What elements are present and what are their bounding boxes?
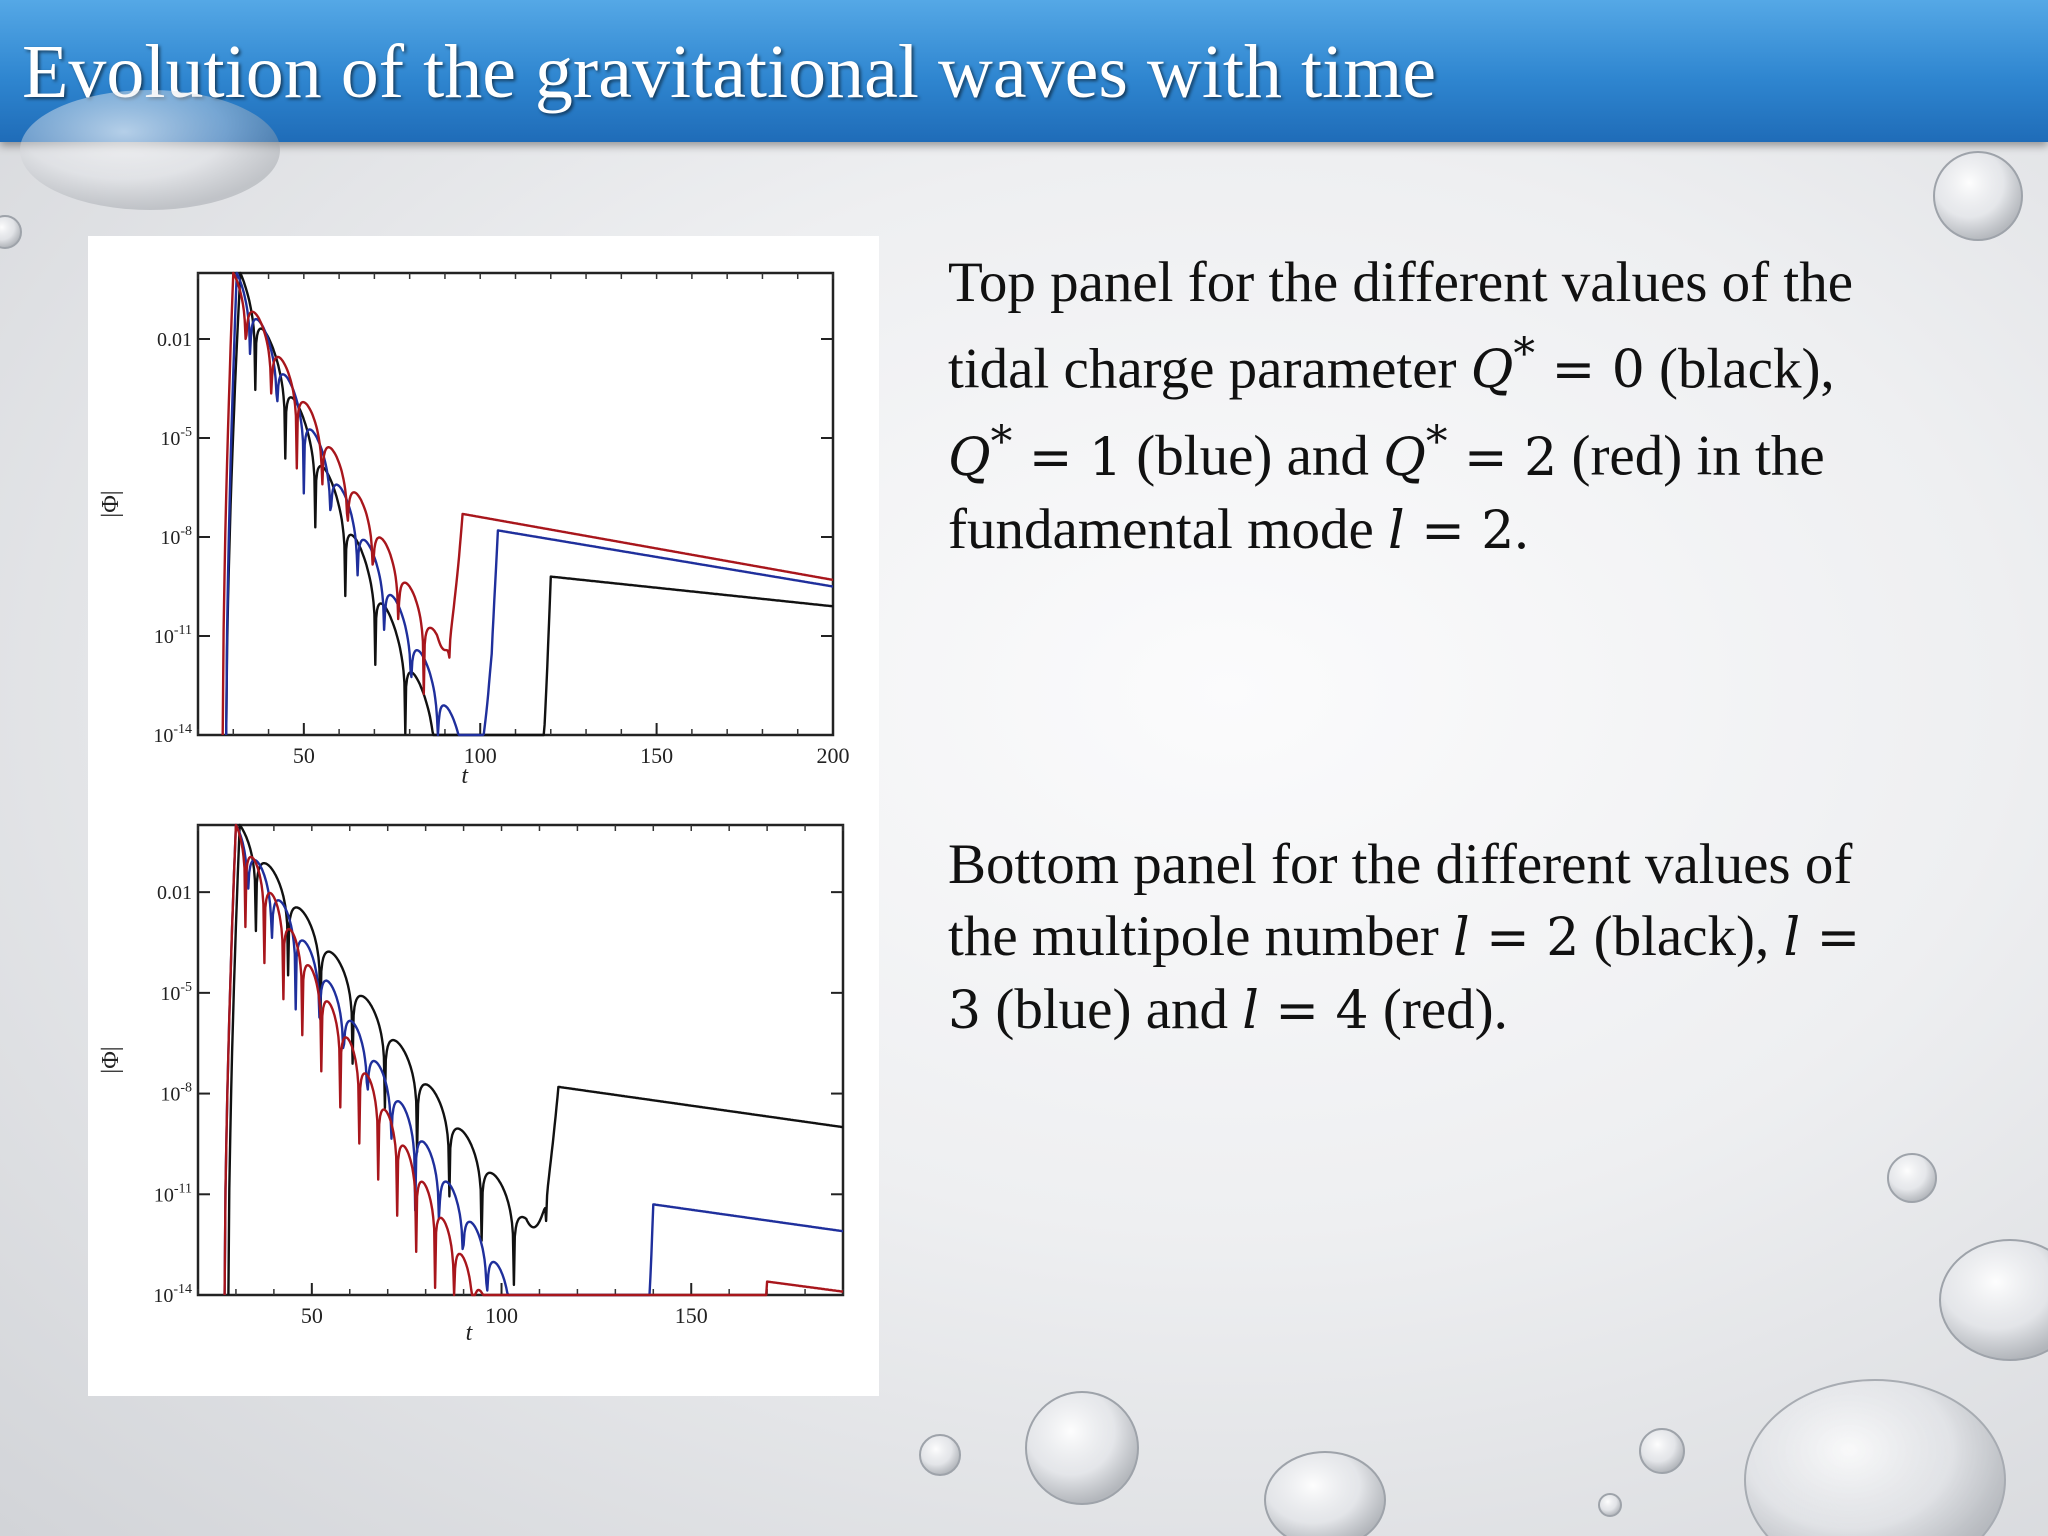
plot-frame: [196, 271, 835, 737]
math-q1: Q* = 1: [948, 417, 1123, 488]
desc-top-line1: Top panel for the different values of th…: [948, 251, 1854, 314]
water-drop: [1939, 1239, 2048, 1361]
x-tick-label: 150: [675, 1303, 708, 1328]
x-tick-label: 100: [464, 743, 497, 768]
water-drop: [1264, 1451, 1386, 1536]
x-tick-label: 150: [640, 743, 673, 768]
figure-svg: 50 100 150 200 0.01 10-5 10-8 10-11 10-14 t |Φ| 50 1…: [98, 271, 850, 1346]
water-drop: [919, 1434, 961, 1476]
math-3: 3: [948, 981, 982, 1041]
x-axis-label: t: [466, 1320, 474, 1346]
water-drop: [1887, 1153, 1937, 1203]
plot-frame: [196, 823, 845, 1297]
math-l-eq-4: l = 4: [1242, 981, 1369, 1041]
water-drop: [1744, 1379, 2006, 1536]
y-tick-label: 10-5: [160, 425, 192, 450]
series-line-red: [221, 271, 834, 736]
desc-bottom-line2: the multipole number: [948, 905, 1453, 968]
desc-top-line4: fundamental mode: [948, 497, 1389, 561]
water-drop: [20, 90, 280, 210]
desc-bottom-line1: Bottom panel for the different values of: [948, 833, 1853, 896]
y-tick-label: 10-14: [153, 1282, 192, 1307]
y-tick-label: 10-14: [153, 722, 192, 747]
series-line-blue: [225, 271, 834, 737]
y-tick-label: 10-11: [154, 623, 192, 648]
chart-panel-top: 50 100 150 200 0.01 10-5 10-8 10-11 10-14 t |Φ|: [98, 271, 850, 789]
y-tick-label: 10-8: [160, 524, 192, 549]
series-line-blue: [223, 823, 844, 1297]
water-drop: [1598, 1493, 1622, 1517]
x-tick-label: 50: [293, 743, 315, 768]
math-l-eq-2: l = 2: [1452, 908, 1580, 968]
series-line-black: [225, 271, 834, 737]
x-tick-label: 100: [485, 1303, 518, 1328]
y-tick-label: 10-5: [160, 980, 192, 1005]
y-tick-label: 10-8: [160, 1081, 192, 1106]
bottom-panel-description: Bottom panel for the different values of…: [948, 833, 1861, 1041]
water-drop: [1639, 1428, 1685, 1474]
x-axis-label: t: [461, 763, 469, 789]
x-tick-label: 50: [301, 1303, 323, 1328]
title-bar: Evolution of the gravitational waves wit…: [0, 0, 2048, 142]
math-l2: l = 2: [1388, 500, 1515, 561]
water-drop: [1933, 151, 2023, 241]
y-axis-label: |Φ|: [98, 490, 124, 517]
series-line-black: [227, 823, 844, 1296]
x-tick-label: 200: [817, 743, 850, 768]
figure-panel: 50 100 150 200 0.01 10-5 10-8 10-11 10-14 t |Φ| 50 1…: [88, 236, 879, 1396]
y-axis-label: |Φ|: [98, 1046, 124, 1073]
y-tick-label: 0.01: [157, 882, 192, 904]
desc-top-line2: tidal charge parameter: [948, 337, 1471, 401]
water-drop: [0, 215, 22, 249]
math-q0: Q* = 0: [1470, 330, 1645, 401]
slide-title: Evolution of the gravitational waves wit…: [22, 30, 1437, 114]
chart-panel-bottom: 50 100 150 0.01 10-5 10-8 10-11 10-14 t |Φ|: [98, 823, 845, 1346]
water-drop: [1025, 1391, 1139, 1505]
math-q2: Q* = 2: [1383, 417, 1558, 488]
series-line-red: [223, 823, 844, 1297]
math-l-eq: l =: [1783, 908, 1861, 968]
y-tick-label: 0.01: [157, 329, 192, 351]
y-tick-label: 10-11: [154, 1181, 192, 1206]
top-panel-description: Top panel for the different values of th…: [948, 251, 1854, 561]
